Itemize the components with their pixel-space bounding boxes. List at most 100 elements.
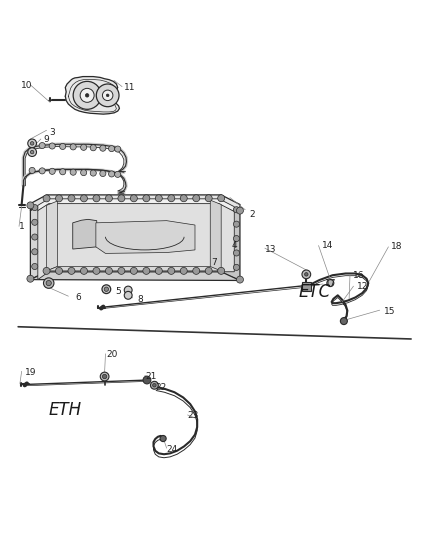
Text: 20: 20: [106, 350, 118, 359]
Circle shape: [93, 268, 100, 274]
Text: 7: 7: [211, 257, 217, 266]
Circle shape: [150, 381, 158, 389]
Polygon shape: [30, 272, 240, 280]
Circle shape: [124, 292, 132, 299]
Circle shape: [30, 150, 34, 154]
Circle shape: [106, 94, 109, 96]
Polygon shape: [46, 266, 221, 271]
Circle shape: [327, 280, 334, 287]
Circle shape: [80, 88, 94, 102]
Circle shape: [168, 195, 175, 202]
Polygon shape: [302, 282, 311, 291]
Circle shape: [115, 146, 121, 152]
Circle shape: [81, 169, 87, 176]
Circle shape: [93, 195, 100, 202]
Circle shape: [106, 195, 113, 202]
Circle shape: [28, 139, 36, 148]
Circle shape: [70, 144, 76, 150]
Circle shape: [102, 90, 113, 101]
Circle shape: [39, 168, 45, 174]
Text: ETH: ETH: [49, 401, 82, 419]
Circle shape: [100, 145, 106, 151]
Text: 14: 14: [321, 241, 333, 250]
Circle shape: [43, 268, 50, 274]
Circle shape: [96, 84, 119, 107]
Circle shape: [118, 268, 125, 274]
Circle shape: [39, 142, 45, 149]
Circle shape: [152, 384, 156, 387]
Polygon shape: [30, 202, 46, 280]
Circle shape: [106, 268, 113, 274]
Circle shape: [218, 268, 225, 274]
Polygon shape: [38, 199, 234, 212]
Text: 19: 19: [25, 368, 36, 377]
Text: 15: 15: [384, 306, 395, 316]
Circle shape: [100, 171, 106, 176]
Circle shape: [115, 171, 121, 177]
Circle shape: [102, 285, 111, 294]
Circle shape: [109, 171, 115, 177]
Circle shape: [60, 169, 66, 175]
Circle shape: [100, 372, 109, 381]
Circle shape: [180, 268, 187, 274]
Circle shape: [68, 195, 75, 202]
Circle shape: [180, 195, 187, 202]
Circle shape: [155, 268, 162, 274]
Polygon shape: [96, 221, 195, 253]
Circle shape: [218, 195, 225, 201]
Polygon shape: [30, 195, 240, 212]
Text: 2: 2: [249, 211, 254, 220]
Circle shape: [237, 207, 244, 214]
Circle shape: [302, 270, 311, 279]
Circle shape: [143, 195, 150, 202]
Text: ETC: ETC: [299, 283, 331, 301]
Circle shape: [32, 263, 38, 270]
Circle shape: [193, 268, 200, 274]
Text: 23: 23: [187, 411, 198, 421]
Circle shape: [168, 268, 175, 274]
Circle shape: [131, 195, 138, 202]
Circle shape: [81, 268, 88, 274]
Circle shape: [104, 287, 109, 292]
Circle shape: [340, 318, 347, 325]
Circle shape: [85, 94, 89, 97]
Circle shape: [29, 142, 35, 148]
Text: 3: 3: [49, 127, 55, 136]
Text: 9: 9: [44, 135, 49, 144]
Circle shape: [90, 144, 96, 151]
Circle shape: [233, 207, 240, 213]
Text: 22: 22: [156, 383, 167, 392]
Text: 10: 10: [21, 81, 33, 90]
Circle shape: [43, 195, 50, 202]
Circle shape: [193, 195, 200, 201]
Circle shape: [118, 195, 125, 202]
Text: 12: 12: [357, 281, 368, 290]
Circle shape: [102, 374, 107, 379]
Circle shape: [160, 435, 166, 441]
Circle shape: [68, 268, 75, 274]
Circle shape: [124, 286, 132, 294]
Circle shape: [304, 272, 308, 276]
Circle shape: [60, 143, 66, 149]
Circle shape: [237, 276, 244, 283]
Circle shape: [27, 275, 34, 282]
Text: 8: 8: [138, 295, 143, 304]
Circle shape: [56, 195, 63, 202]
Circle shape: [233, 264, 240, 270]
Text: 17: 17: [325, 279, 336, 288]
Text: 24: 24: [166, 445, 177, 454]
Text: 13: 13: [265, 245, 276, 254]
Circle shape: [49, 168, 55, 174]
Circle shape: [27, 202, 34, 209]
Text: 4: 4: [231, 241, 237, 250]
Circle shape: [109, 146, 115, 152]
Circle shape: [32, 205, 38, 211]
Polygon shape: [38, 204, 234, 280]
Polygon shape: [210, 200, 221, 272]
Text: 6: 6: [75, 294, 81, 302]
Circle shape: [205, 268, 212, 274]
Circle shape: [155, 195, 162, 202]
Circle shape: [56, 268, 63, 274]
Circle shape: [205, 195, 212, 201]
Circle shape: [29, 167, 35, 174]
